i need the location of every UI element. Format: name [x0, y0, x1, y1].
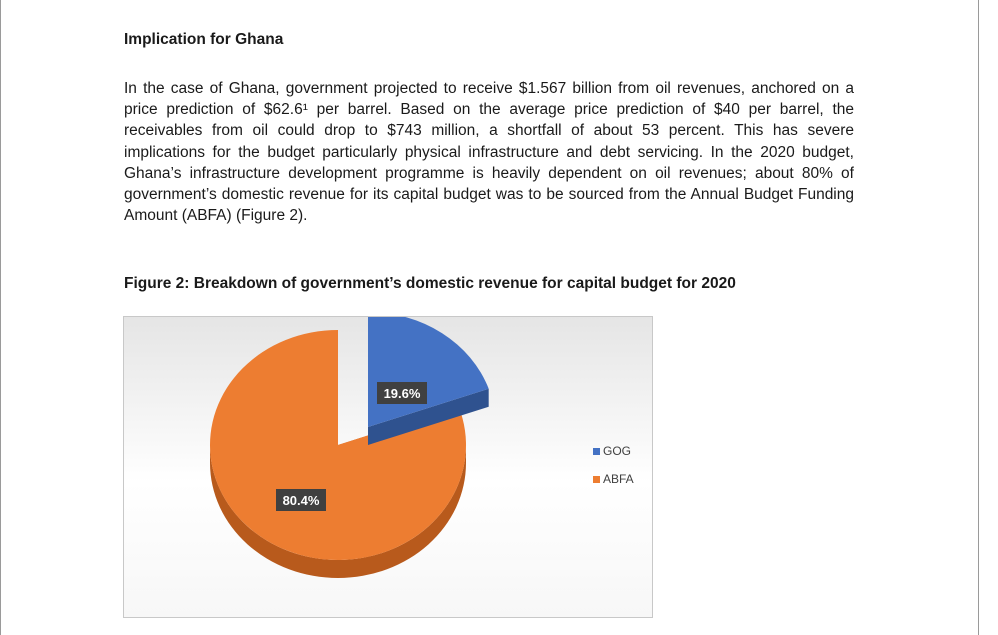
- body-paragraph: In the case of Ghana, government project…: [124, 80, 854, 225]
- figure-title: Figure 2: Breakdown of government’s dome…: [124, 275, 736, 292]
- chart-legend: GOG ABFA: [593, 442, 653, 498]
- page-left-border: [0, 0, 1, 635]
- legend-item-gog: GOG: [593, 442, 653, 460]
- legend-label-abfa: ABFA: [603, 472, 634, 486]
- pie-chart: 19.6% 80.4%: [209, 317, 489, 578]
- pie-chart-frame: 19.6% 80.4% GOG ABFA: [123, 316, 653, 618]
- data-label-box-abfa: [276, 489, 326, 511]
- legend-swatch-abfa: [593, 475, 600, 483]
- pie-wall-gog-1: [368, 388, 489, 445]
- section-heading: Implication for Ghana: [124, 31, 284, 48]
- pie-slice-abfa: [209, 330, 466, 560]
- data-label-gog: 19.6%: [384, 386, 421, 401]
- data-label-abfa: 80.4%: [283, 493, 320, 508]
- page-right-border: [978, 0, 979, 635]
- legend-swatch-gog: [593, 447, 600, 455]
- data-label-box-gog: [377, 382, 427, 404]
- pie-side-abfa: [210, 445, 466, 578]
- legend-item-abfa: ABFA: [593, 470, 653, 488]
- legend-label-gog: GOG: [603, 444, 632, 458]
